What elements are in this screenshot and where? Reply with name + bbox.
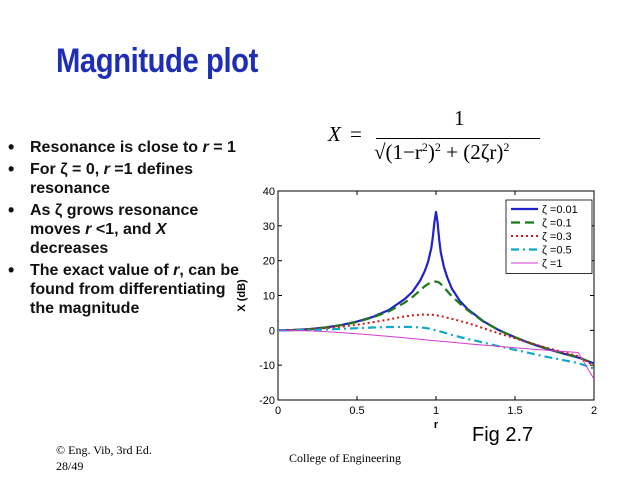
bullet-var-r: r bbox=[85, 221, 92, 238]
y-tick-label: 10 bbox=[263, 291, 275, 303]
y-tick-label: 40 bbox=[263, 186, 275, 198]
x-tick-label: 1 bbox=[433, 405, 439, 417]
bullet-text: For ζ = 0, bbox=[30, 161, 104, 178]
bullet-item: As ζ grows resonance moves r <1, and X d… bbox=[8, 201, 240, 258]
chart-legend: ζ =0.01 ζ =0.1ζ =0.3 ζ =0.5ζ =1 bbox=[505, 199, 593, 274]
footer-copyright: © Eng. Vib, 3rd Ed. 28/49 bbox=[56, 442, 152, 474]
formula-fraction-bar bbox=[376, 138, 540, 139]
legend-entry: ζ =0.1 bbox=[542, 218, 572, 230]
bullet-var-r: r bbox=[202, 139, 209, 156]
y-tick-label: 20 bbox=[263, 256, 275, 268]
chart-series-layer bbox=[277, 210, 595, 380]
bullet-var-r: r bbox=[103, 161, 110, 178]
y-tick-label: 0 bbox=[269, 325, 275, 337]
legend-entry: ζ =0.3 bbox=[542, 231, 572, 243]
footer-institution: College of Engineering bbox=[289, 451, 401, 465]
formula-equals: = bbox=[350, 122, 362, 146]
y-axis-label: X (dB) bbox=[236, 279, 248, 312]
x-axis-label: r bbox=[434, 419, 439, 431]
x-tick-label: 1.5 bbox=[507, 405, 522, 417]
formula-den-exp: 2 bbox=[421, 140, 428, 154]
formula-numerator: 1 bbox=[454, 106, 465, 130]
bullet-text: decreases bbox=[30, 240, 109, 257]
sqrt-sign: √ bbox=[374, 140, 386, 164]
formula-den-part: ) bbox=[427, 140, 435, 164]
figure-label: Fig 2.7 bbox=[472, 424, 534, 446]
series-line-4 bbox=[277, 325, 595, 370]
series-line-2 bbox=[277, 280, 595, 365]
formula-lhs: X bbox=[328, 122, 341, 146]
bullet-var-r: r bbox=[173, 262, 180, 279]
bullet-text: The exact value of bbox=[30, 262, 174, 279]
x-tick-label: 0.5 bbox=[349, 405, 364, 417]
formula-denominator: √(1−r2)2 + (2ζr)2 bbox=[374, 140, 509, 165]
legend-entry: ζ =1 bbox=[542, 258, 562, 270]
bullet-item: Resonance is close to r = 1 bbox=[8, 138, 240, 157]
formula-den-part: (1−r bbox=[385, 140, 422, 164]
y-tick-label: -10 bbox=[259, 360, 275, 372]
x-tick-label: 2 bbox=[591, 405, 597, 417]
formula-den-exp: 2 bbox=[503, 140, 510, 154]
y-tick-label: 30 bbox=[263, 221, 275, 233]
bullet-text: <1, and bbox=[91, 221, 156, 238]
magnitude-formula: X = 1 √(1−r2)2 + (2ζr)2 bbox=[322, 102, 558, 184]
y-tick-label: -20 bbox=[259, 395, 275, 407]
legend-box bbox=[505, 199, 593, 274]
bullet-var-x: X bbox=[155, 221, 167, 238]
legend-entry: ζ =0.01 bbox=[542, 204, 578, 216]
formula-den-exp: 2 bbox=[434, 140, 441, 154]
page-number: 28/49 bbox=[56, 459, 84, 473]
bullet-item: The exact value of r, can be found from … bbox=[8, 261, 240, 318]
series-line-5 bbox=[277, 329, 595, 380]
formula-den-part: + (2ζr) bbox=[440, 140, 504, 164]
bullet-item: For ζ = 0, r =1 defines resonance bbox=[8, 160, 240, 198]
legend-entry: ζ =0.5 bbox=[542, 245, 572, 257]
bullet-text: , can be found from differentiating the … bbox=[30, 262, 239, 317]
bullet-list: Resonance is close to r = 1 For ζ = 0, r… bbox=[8, 138, 240, 321]
bullet-text: =1 defines resonance bbox=[30, 161, 193, 197]
footer-line: © Eng. Vib, 3rd Ed. bbox=[56, 443, 152, 457]
x-tick-label: 0 bbox=[275, 405, 281, 417]
bullet-text: As ζ grows resonance moves bbox=[30, 202, 199, 238]
series-line-3 bbox=[277, 313, 595, 367]
slide-title: Magnitude plot bbox=[56, 42, 258, 80]
bullet-text: Resonance is close to bbox=[30, 139, 203, 156]
bullet-text: = 1 bbox=[208, 139, 236, 156]
